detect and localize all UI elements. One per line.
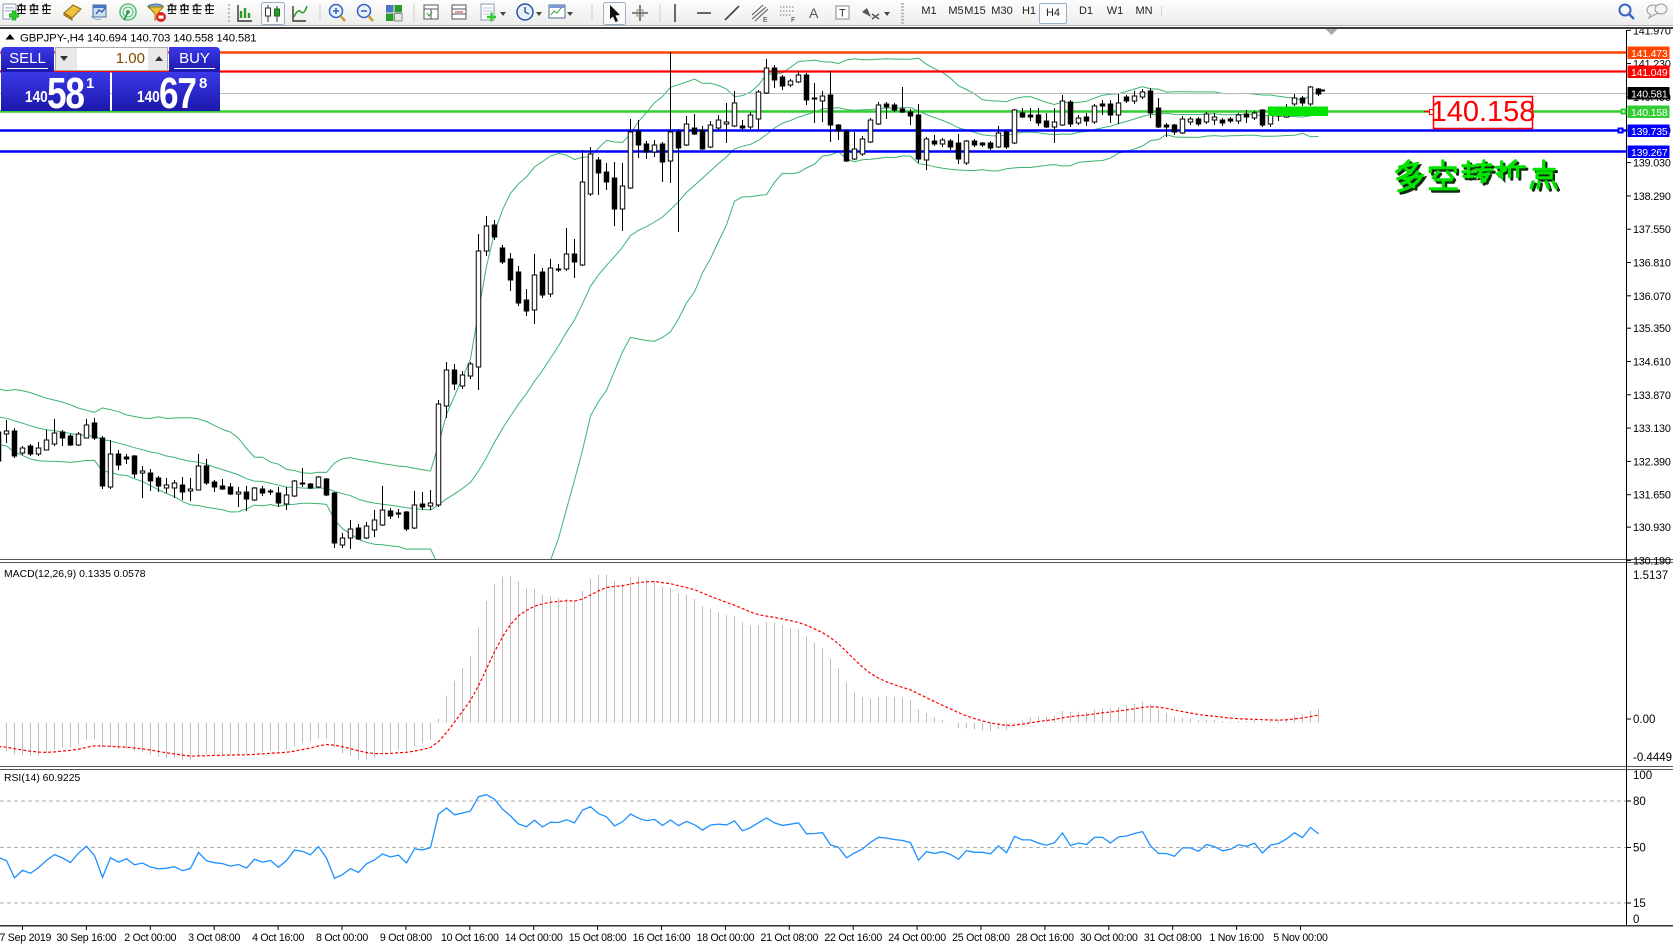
- svg-text:140.158: 140.158: [1631, 107, 1668, 119]
- svg-text:141.473: 141.473: [1631, 48, 1668, 60]
- svg-text:9 Oct 08:00: 9 Oct 08:00: [380, 932, 432, 944]
- svg-text:132.390: 132.390: [1633, 456, 1671, 468]
- svg-text:140.581: 140.581: [1631, 88, 1668, 100]
- svg-text:140.158: 140.158: [1431, 96, 1536, 128]
- svg-text:2 Oct 00:00: 2 Oct 00:00: [124, 932, 176, 944]
- svg-text:80: 80: [1633, 796, 1646, 808]
- svg-text:28 Oct 16:00: 28 Oct 16:00: [1016, 932, 1074, 944]
- svg-text:27 Sep 2019: 27 Sep 2019: [0, 932, 52, 944]
- svg-text:100: 100: [1633, 770, 1652, 782]
- svg-text:10 Oct 16:00: 10 Oct 16:00: [441, 932, 499, 944]
- svg-text:16 Oct 16:00: 16 Oct 16:00: [633, 932, 691, 944]
- svg-text:139.735: 139.735: [1631, 126, 1668, 138]
- svg-text:T: T: [839, 8, 846, 20]
- svg-text:F: F: [791, 17, 795, 24]
- svg-text:30 Sep 16:00: 30 Sep 16:00: [56, 932, 116, 944]
- svg-text:138.290: 138.290: [1633, 191, 1671, 203]
- svg-text:4 Oct 16:00: 4 Oct 16:00: [252, 932, 304, 944]
- svg-text:MACD(12,26,9) 0.1335 0.0578: MACD(12,26,9) 0.1335 0.0578: [4, 569, 146, 580]
- svg-text:21 Oct 08:00: 21 Oct 08:00: [760, 932, 818, 944]
- svg-text:GBPJPY-,H4 140.694 140.703 14: GBPJPY-,H4 140.694 140.703 140.558 140.5…: [20, 33, 256, 45]
- svg-text:3 Oct 08:00: 3 Oct 08:00: [188, 932, 240, 944]
- svg-text:0: 0: [1633, 914, 1639, 926]
- svg-text:136.070: 136.070: [1633, 291, 1671, 303]
- svg-text:A: A: [809, 5, 819, 21]
- svg-text:24 Oct 00:00: 24 Oct 00:00: [888, 932, 946, 944]
- svg-text:1 Nov 16:00: 1 Nov 16:00: [1209, 932, 1264, 944]
- svg-text:E: E: [763, 17, 768, 24]
- svg-text:0.00: 0.00: [1633, 714, 1655, 726]
- svg-text:139.267: 139.267: [1631, 147, 1668, 159]
- svg-text:RSI(14) 60.9225: RSI(14) 60.9225: [4, 773, 80, 784]
- svg-text:30 Oct 00:00: 30 Oct 00:00: [1080, 932, 1138, 944]
- svg-text:1.5137: 1.5137: [1633, 570, 1668, 582]
- svg-text:134.610: 134.610: [1633, 357, 1671, 369]
- svg-text:5 Nov 00:00: 5 Nov 00:00: [1273, 932, 1328, 944]
- svg-text:133.130: 133.130: [1633, 423, 1671, 435]
- svg-text:135.350: 135.350: [1633, 323, 1671, 335]
- svg-text:133.870: 133.870: [1633, 390, 1671, 402]
- svg-text:22 Oct 16:00: 22 Oct 16:00: [824, 932, 882, 944]
- svg-text:-0.4449: -0.4449: [1633, 752, 1672, 764]
- svg-text:139.030: 139.030: [1633, 158, 1671, 170]
- svg-text:50: 50: [1633, 843, 1646, 855]
- svg-text:31 Oct 08:00: 31 Oct 08:00: [1144, 932, 1202, 944]
- svg-text:25 Oct 08:00: 25 Oct 08:00: [952, 932, 1010, 944]
- svg-text:130.930: 130.930: [1633, 522, 1671, 534]
- svg-text:15: 15: [1633, 898, 1646, 910]
- svg-text:18 Oct 00:00: 18 Oct 00:00: [697, 932, 755, 944]
- svg-text:14 Oct 00:00: 14 Oct 00:00: [505, 932, 563, 944]
- svg-text:130.190: 130.190: [1633, 555, 1671, 567]
- svg-text:141.049: 141.049: [1631, 67, 1668, 79]
- svg-text:137.550: 137.550: [1633, 224, 1671, 236]
- svg-text:8 Oct 00:00: 8 Oct 00:00: [316, 932, 368, 944]
- svg-text:15 Oct 08:00: 15 Oct 08:00: [569, 932, 627, 944]
- svg-text:131.650: 131.650: [1633, 490, 1671, 502]
- svg-text:136.810: 136.810: [1633, 258, 1671, 270]
